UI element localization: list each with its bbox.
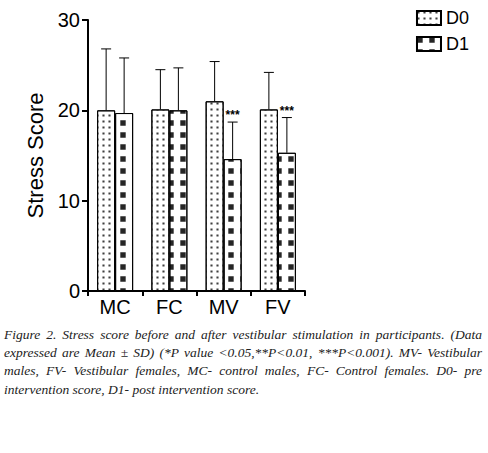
svg-text:FC: FC xyxy=(156,296,183,318)
svg-text:D1: D1 xyxy=(446,34,469,54)
svg-text:MC: MC xyxy=(100,296,131,318)
svg-text:***: *** xyxy=(226,108,240,122)
svg-text:***: *** xyxy=(280,104,294,118)
svg-text:Stress Score: Stress Score xyxy=(23,93,48,219)
html-text:Figure 2. Stress score before: Figure 2. Stress score before and after … xyxy=(4,327,482,397)
svg-text:30: 30 xyxy=(58,9,80,31)
svg-text:10: 10 xyxy=(58,190,80,212)
svg-text:MV: MV xyxy=(209,296,240,318)
svg-text:D0: D0 xyxy=(446,8,469,28)
svg-text:0: 0 xyxy=(69,280,80,302)
svg-text:FV: FV xyxy=(265,296,291,318)
svg-text:20: 20 xyxy=(58,99,80,121)
